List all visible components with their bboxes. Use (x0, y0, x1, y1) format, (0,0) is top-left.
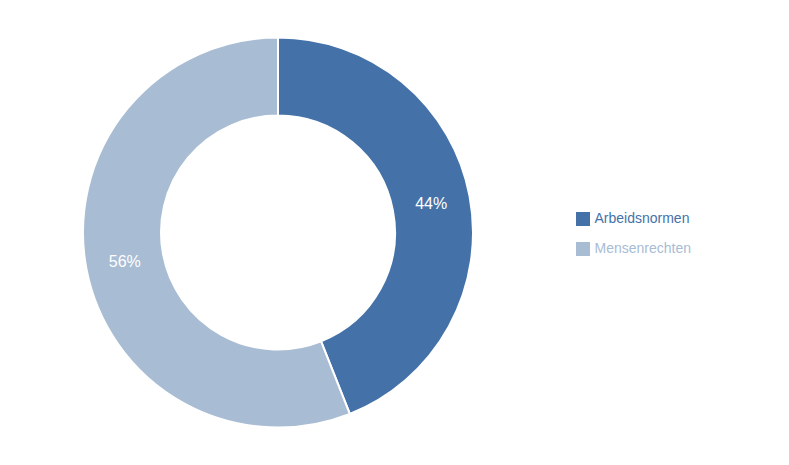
svg-text:44%: 44% (415, 195, 447, 212)
svg-text:56%: 56% (109, 253, 141, 270)
html-text:Arbeidsnormen: Arbeidsnormen (594, 209, 690, 226)
html-text:Mensenrechten: Mensenrechten (594, 239, 691, 256)
